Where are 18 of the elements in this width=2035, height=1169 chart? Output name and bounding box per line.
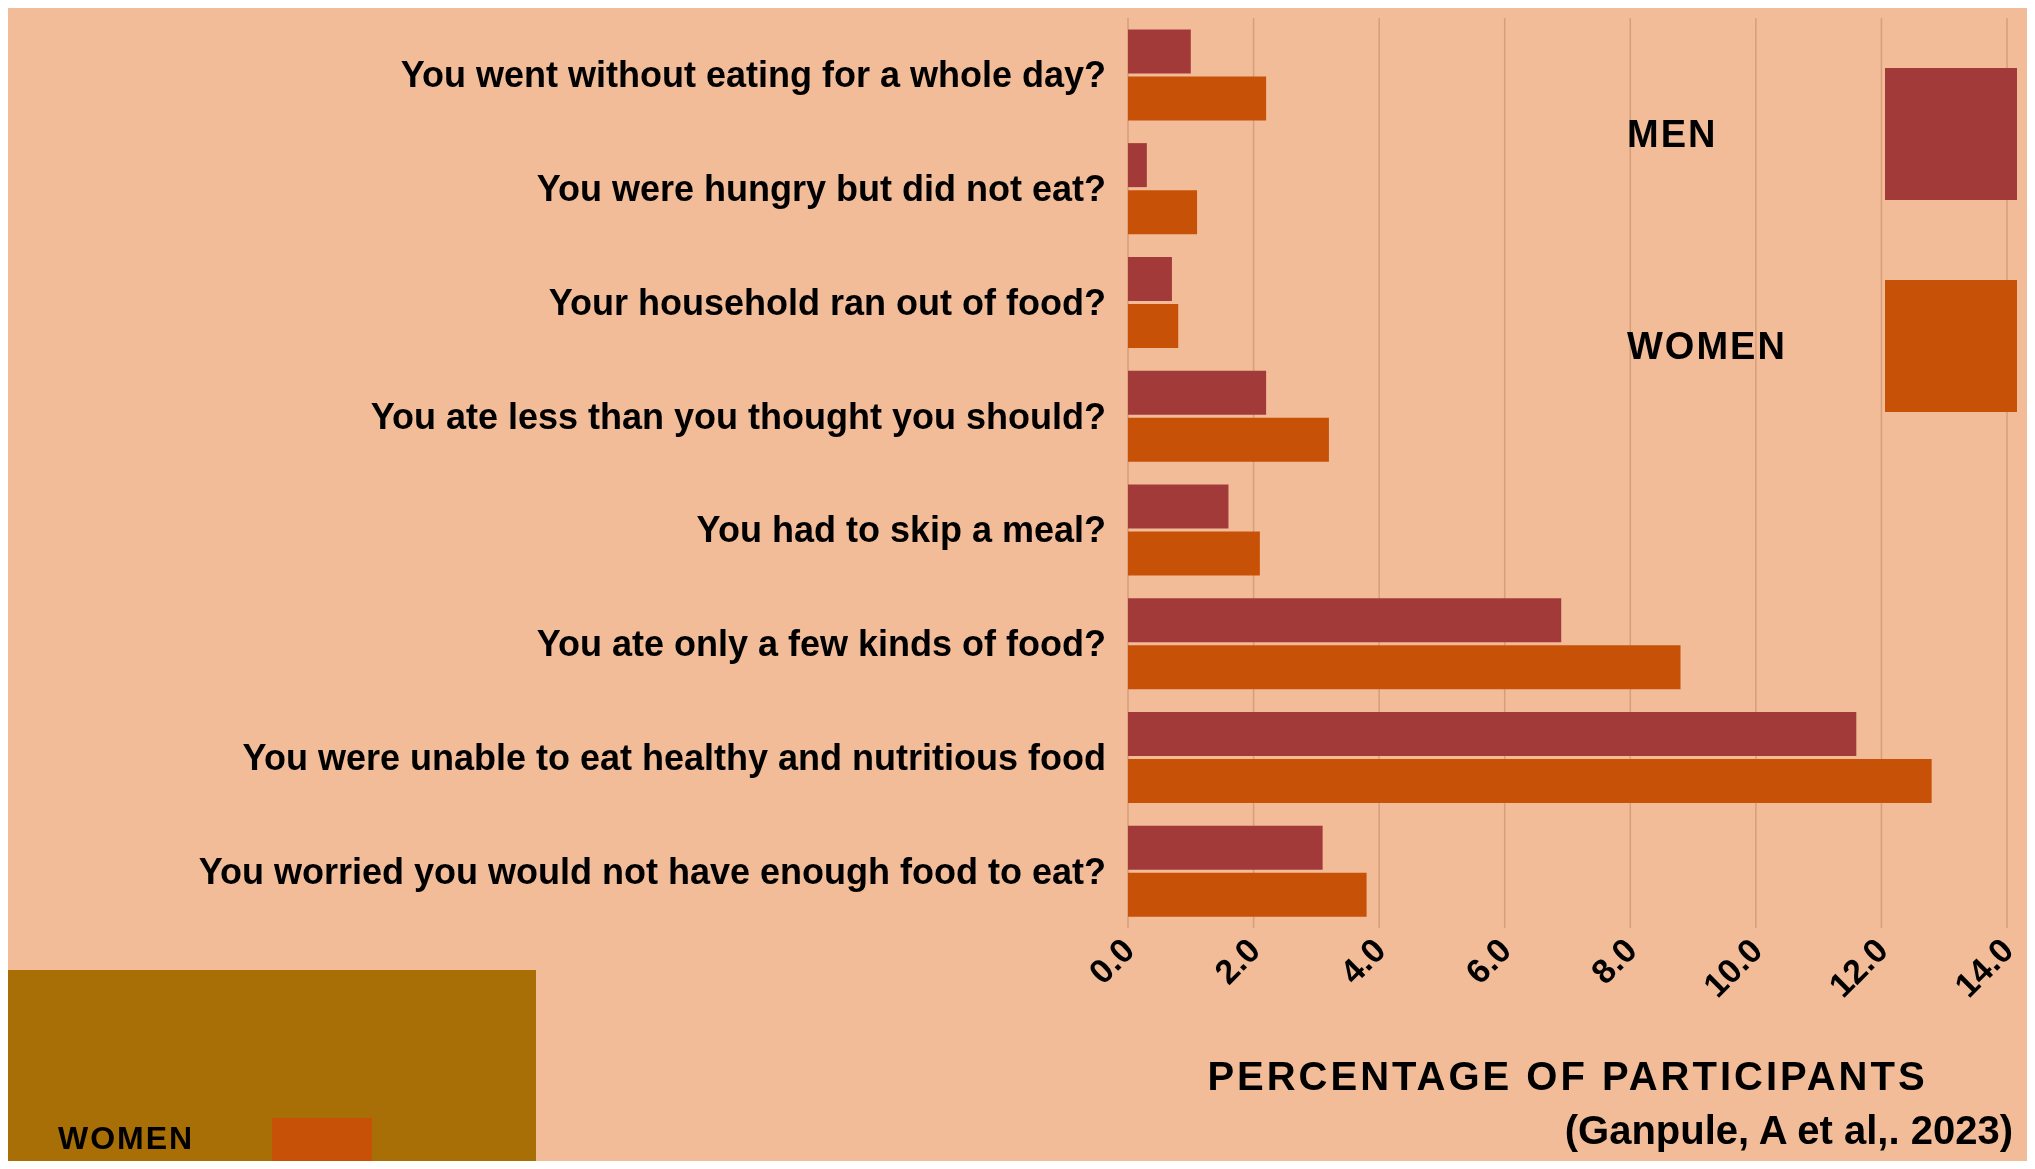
x-tick-label: 8.0 [1583, 930, 1644, 991]
x-tick-label: 2.0 [1206, 930, 1268, 991]
text: MEN [1627, 112, 1718, 156]
x-tick-label: 6.0 [1457, 930, 1519, 991]
text: WOMEN [1627, 324, 1787, 368]
y-tick-label: You were unable to eat healthy and nutritious food [242, 736, 1106, 778]
y-tick-label: You had to skip a meal? [696, 509, 1106, 551]
y-tick-label: You were hungry but did not eat? [536, 168, 1106, 210]
y-tick-label: Your household ran out of food? [548, 281, 1106, 323]
x-axis-title: PERCENTAGE OF PARTICIPANTS [1207, 1054, 1928, 1098]
y-tick-label: You went without eating for a whole day? [400, 54, 1106, 96]
y-tick-label: You ate only a few kinds of food? [536, 623, 1106, 665]
y-tick-label: You worried you would not have enough food to eat? [198, 850, 1106, 892]
x-tick-label: 0.0 [1081, 930, 1142, 991]
y-tick-label: You ate less than you thought you should? [370, 395, 1106, 437]
text: (Ganpule, A et al,. 2023) [1564, 1108, 2013, 1153]
x-tick-label: 4.0 [1332, 930, 1393, 991]
cropped-legend-panel: WOMEN [8, 970, 536, 1161]
